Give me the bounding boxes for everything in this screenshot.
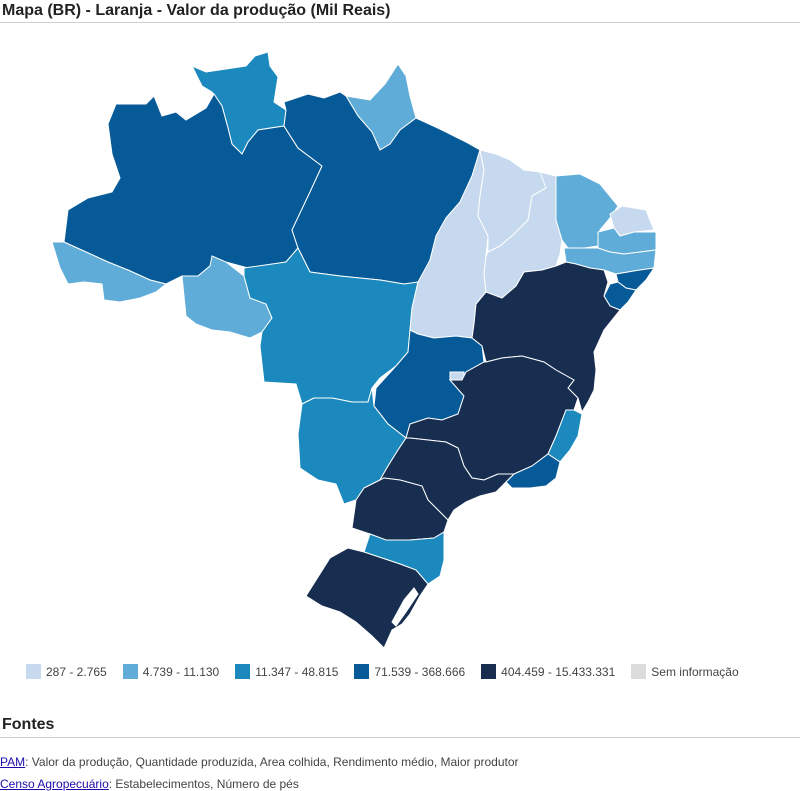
pam-link[interactable]: PAM <box>0 755 26 769</box>
title-divider <box>0 22 800 23</box>
pam-description: : Valor da produção, Quantidade produzid… <box>25 755 519 769</box>
legend-swatch <box>235 664 251 679</box>
legend-label: Sem informação <box>651 664 739 679</box>
state-PR[interactable] <box>351 477 449 541</box>
sources-heading: Fontes <box>2 716 55 733</box>
legend-item[interactable]: Sem informação <box>631 664 739 679</box>
source-line-censo: Censo Agropecuário: Estabelecimentos, Nú… <box>0 777 299 791</box>
legend-swatch <box>26 664 41 679</box>
legend-item[interactable]: 4.739 - 11.130 <box>122 664 220 679</box>
legend-item[interactable]: 287 - 2.765 <box>26 664 107 679</box>
legend-swatch <box>122 664 138 679</box>
censo-link[interactable]: Censo Agropecuário <box>0 777 109 791</box>
source-line-pam: PAM: Valor da produção, Quantidade produ… <box>0 755 519 769</box>
chart-title: Mapa (BR) - Laranja - Valor da produção … <box>2 2 391 19</box>
legend-item[interactable]: 11.347 - 48.815 <box>235 664 338 679</box>
legend-label: 404.459 - 15.433.331 <box>501 664 616 679</box>
state-RJ[interactable] <box>505 453 561 489</box>
legend-label: 11.347 - 48.815 <box>255 664 339 679</box>
brazil-choropleth-map <box>51 51 657 649</box>
legend-swatch <box>354 664 370 679</box>
legend-swatch <box>631 664 647 679</box>
state-DF[interactable] <box>449 371 465 381</box>
sources-divider <box>0 737 800 738</box>
legend-item[interactable]: 404.459 - 15.433.331 <box>481 664 615 679</box>
state-ES[interactable] <box>547 409 583 463</box>
legend-label: 4.739 - 11.130 <box>142 664 220 679</box>
legend-item[interactable]: 71.539 - 368.666 <box>354 664 465 679</box>
legend-label: 71.539 - 368.666 <box>374 664 466 679</box>
state-AC[interactable] <box>51 241 168 303</box>
legend-swatch <box>481 664 497 679</box>
legend-label: 287 - 2.765 <box>46 664 107 679</box>
lagoa-dos-patos <box>391 587 419 627</box>
censo-description: : Estabelecimentos, Número de pés <box>108 777 299 791</box>
map-legend: 287 - 2.765 4.739 - 11.130 11.347 - 48.8… <box>26 664 755 679</box>
